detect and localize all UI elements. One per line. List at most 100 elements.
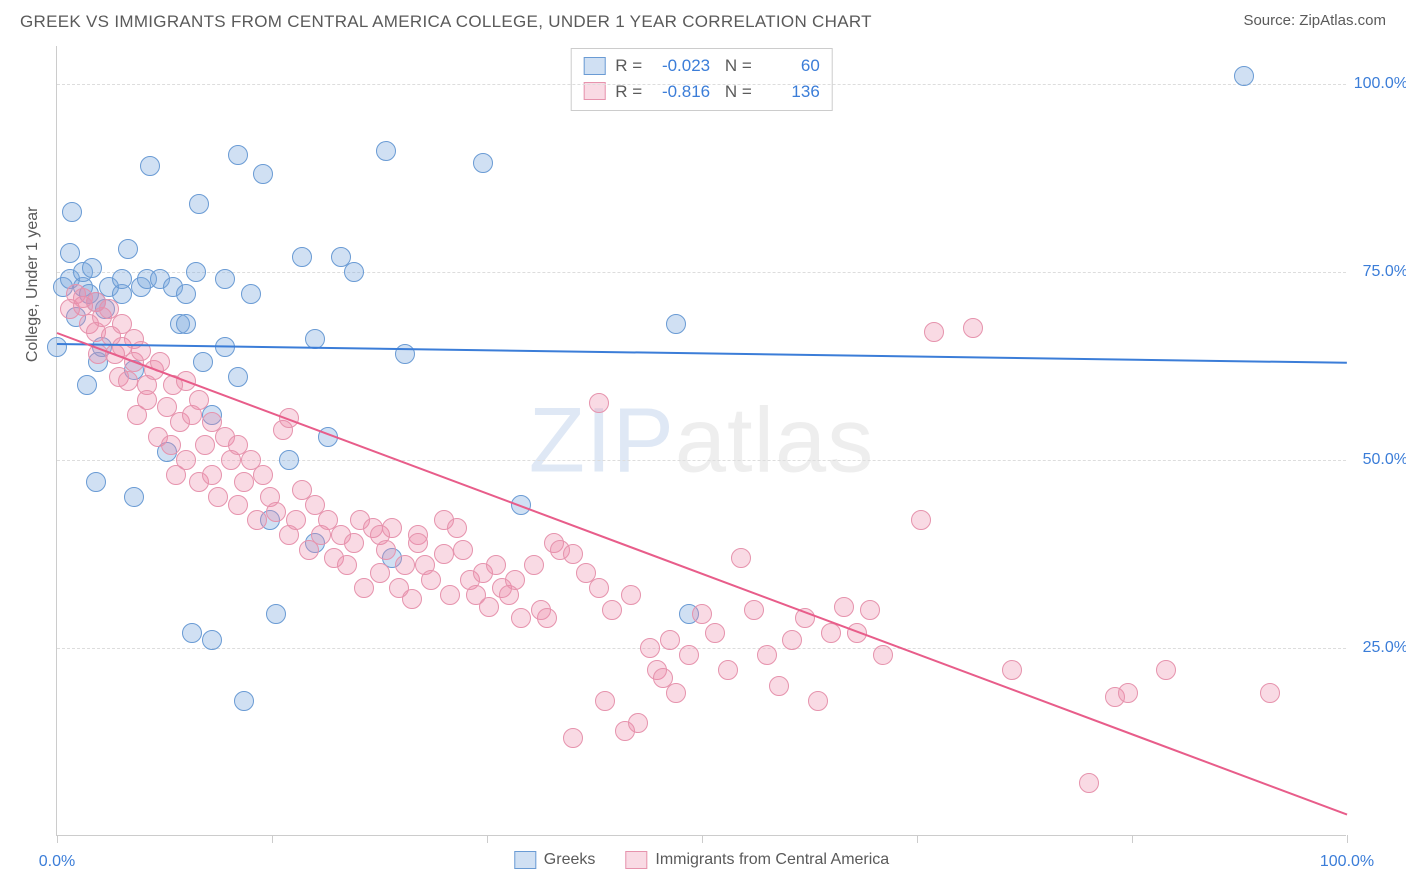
data-point [860,600,880,620]
gridline [57,648,1346,649]
legend-swatch-greeks [514,851,536,869]
x-tick [272,835,273,843]
data-point [266,502,286,522]
data-point [769,676,789,696]
data-point [447,518,467,538]
data-point [193,352,213,372]
data-point [731,548,751,568]
data-point [563,728,583,748]
data-point [440,585,460,605]
data-point [182,623,202,643]
data-point [873,645,893,665]
data-point [370,563,390,583]
data-point [266,604,286,624]
data-point [524,555,544,575]
data-point [253,465,273,485]
data-point [1260,683,1280,703]
data-point [453,540,473,560]
data-point [660,630,680,650]
n-value-immigrants: 136 [762,79,820,105]
data-point [511,608,531,628]
data-point [208,487,228,507]
data-point [176,450,196,470]
data-point [161,435,181,455]
trendline [57,343,1347,364]
legend-swatch-immigrants [625,851,647,869]
data-point [402,589,422,609]
data-point [60,243,80,263]
data-point [924,322,944,342]
data-point [628,713,648,733]
trendline [57,332,1348,815]
data-point [195,435,215,455]
data-point [253,164,273,184]
data-point [337,555,357,575]
data-point [963,318,983,338]
data-point [621,585,641,605]
data-point [782,630,802,650]
y-tick-label: 75.0% [1363,263,1406,281]
data-point [666,683,686,703]
legend-label-immigrants: Immigrants from Central America [655,851,889,869]
data-point [215,269,235,289]
data-point [344,533,364,553]
watermark: ZIPatlas [529,388,874,493]
data-point [1118,683,1138,703]
swatch-immigrants [583,82,605,100]
data-point [186,262,206,282]
data-point [1079,773,1099,793]
data-point [808,691,828,711]
data-point [292,247,312,267]
y-axis-label: College, Under 1 year [24,207,42,363]
data-point [124,487,144,507]
data-point [395,555,415,575]
data-point [86,472,106,492]
y-tick-label: 50.0% [1363,451,1406,469]
data-point [118,239,138,259]
data-point [505,570,525,590]
x-tick [57,835,58,843]
data-point [189,390,209,410]
x-tick [487,835,488,843]
x-tick [917,835,918,843]
data-point [1002,660,1022,680]
legend-item-greeks: Greeks [514,851,596,869]
data-point [286,510,306,530]
r-value-immigrants: -0.816 [652,79,710,105]
chart-title: GREEK VS IMMIGRANTS FROM CENTRAL AMERICA… [20,12,872,32]
x-tick [1132,835,1133,843]
gridline [57,84,1346,85]
data-point [62,202,82,222]
data-point [228,495,248,515]
stats-box: R = -0.023 N = 60 R = -0.816 N = 136 [570,48,833,111]
x-tick [702,835,703,843]
stats-row-greeks: R = -0.023 N = 60 [583,53,820,79]
data-point [234,472,254,492]
data-point [140,156,160,176]
gridline [57,272,1346,273]
data-point [421,570,441,590]
data-point [228,367,248,387]
x-tick-label: 100.0% [1320,853,1374,871]
data-point [589,393,609,413]
x-tick [1347,835,1348,843]
data-point [202,465,222,485]
data-point [563,544,583,564]
data-point [189,194,209,214]
y-tick-label: 100.0% [1354,75,1406,93]
data-point [479,597,499,617]
r-value-greeks: -0.023 [652,53,710,79]
data-point [486,555,506,575]
data-point [757,645,777,665]
data-point [77,375,97,395]
data-point [744,600,764,620]
data-point [228,145,248,165]
x-tick-label: 0.0% [39,853,75,871]
data-point [47,337,67,357]
legend-item-immigrants: Immigrants from Central America [625,851,889,869]
data-point [595,691,615,711]
data-point [202,630,222,650]
data-point [692,604,712,624]
data-point [434,544,454,564]
data-point [82,258,102,278]
